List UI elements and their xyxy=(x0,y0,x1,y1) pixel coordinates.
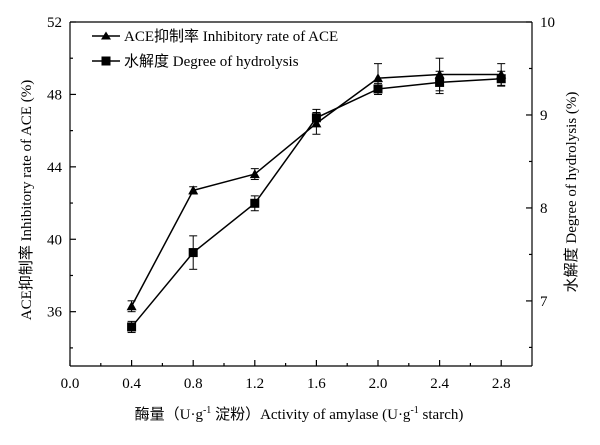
y-right-tick-label: 9 xyxy=(540,108,548,124)
x-tick-label: 0.0 xyxy=(61,376,80,392)
x-tick-label: 1.2 xyxy=(245,376,264,392)
axes: 0.0 0.4 0.8 1.2 1.6 2.0 2.4 2.8 36 40 44 48 52 7 8 9 10 xyxy=(47,15,555,392)
y-axis-right-title: 水解度 Degree of hydrolysis (%) xyxy=(563,92,580,293)
x-tick-label: 0.4 xyxy=(122,376,141,392)
data-point-square xyxy=(188,248,198,258)
data-point-triangle xyxy=(126,301,137,311)
data-point-square xyxy=(435,77,445,87)
y-left-tick-label: 40 xyxy=(47,232,62,248)
y-axis-left-title: ACE抑制率 Inhibitory rate of ACE (%) xyxy=(18,80,35,320)
legend-dh-label: 水解度 Degree of hydrolysis xyxy=(124,53,299,70)
y-right-tick-label: 8 xyxy=(540,201,548,217)
data-point-triangle xyxy=(249,169,260,179)
x-tick-label: 2.4 xyxy=(430,376,449,392)
legend-triangle-marker xyxy=(101,31,111,40)
x-tick-label: 2.8 xyxy=(492,376,511,392)
x-tick-label: 0.8 xyxy=(184,376,203,392)
data-point-square xyxy=(373,84,383,94)
x-tick-label: 1.6 xyxy=(307,376,326,392)
y-left-tick-label: 52 xyxy=(47,15,62,31)
data-point-square xyxy=(250,198,260,208)
series-layer xyxy=(126,57,507,334)
y-right-tick-label: 10 xyxy=(540,15,555,31)
y-left-tick-label: 44 xyxy=(47,160,63,176)
y-right-tick-label: 7 xyxy=(540,294,548,310)
legend-ace-label: ACE抑制率 Inhibitory rate of ACE xyxy=(124,28,338,45)
x-tick-label: 2.0 xyxy=(369,376,388,392)
y-left-tick-label: 48 xyxy=(47,87,62,103)
x-axis-title: 酶量（U·g-1 淀粉）Activity of amylase (U·g-1 s… xyxy=(135,405,464,423)
legend-square-marker xyxy=(101,56,111,66)
legend: ACE抑制率 Inhibitory rate of ACE 水解度 Degree… xyxy=(92,28,338,70)
data-point-triangle xyxy=(373,73,383,83)
data-point-square xyxy=(496,74,506,84)
data-point-triangle xyxy=(188,185,199,195)
data-point-square xyxy=(311,113,321,123)
y-left-tick-label: 36 xyxy=(47,305,63,321)
data-point-square xyxy=(127,322,137,332)
